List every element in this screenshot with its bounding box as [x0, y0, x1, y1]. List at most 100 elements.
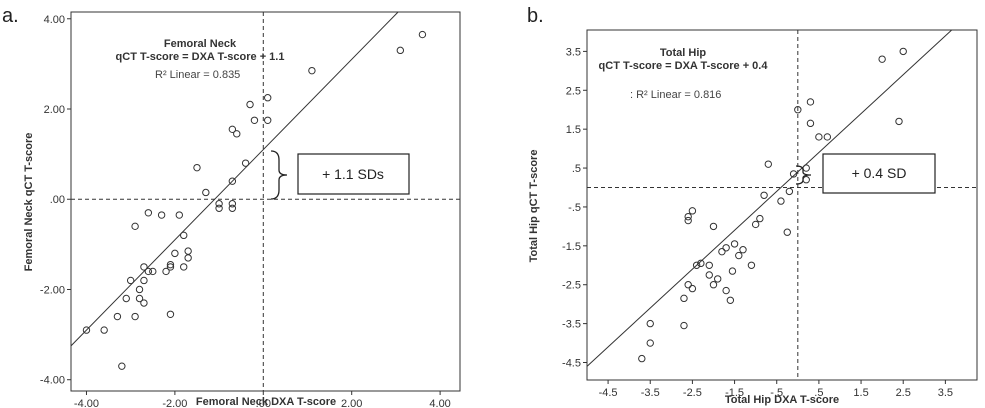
panel-b-annotation-equation: qCT T-score = DXA T-score + 0.4	[599, 60, 769, 72]
panel-b-data-point	[722, 286, 730, 295]
panel-b-fit-line	[586, 29, 953, 367]
panel-a-data-point	[202, 188, 210, 197]
panel-b-y-tick-label: 1.5	[566, 124, 581, 136]
panel-b-y-tick-label: -1.5	[562, 241, 581, 253]
panel-b-data-point	[878, 55, 886, 63]
panel-b-data-point	[709, 281, 718, 289]
panel-b-data-point	[899, 47, 907, 56]
panel-b-x-tick-label: 3.5	[938, 387, 953, 399]
panel-b-x-tick-label: -4.5	[599, 387, 618, 399]
panel-b-plot-area	[586, 29, 978, 381]
panel-b-points	[638, 47, 907, 363]
panel-b-x-axis-title: Total Hip DXA T-score	[725, 394, 839, 406]
panel-a-data-point	[126, 276, 135, 285]
panel-b-data-point	[688, 284, 697, 293]
panel-a-callout-brace	[270, 150, 288, 200]
panel-b-data-point	[638, 354, 646, 363]
panel-b-x-tick-label: .5	[814, 387, 823, 399]
panel-a-y-ticks: 4.00 2.00 .00 -2.00 -4.00	[40, 14, 71, 387]
panel-a-y-axis-title: Femoral Neck qCT T-score	[23, 133, 35, 272]
panel-a-callout-text: + 1.1 SDs	[322, 166, 384, 182]
panel-a-data-point	[396, 46, 405, 55]
panel-a-x-tick-label: -2.00	[162, 398, 187, 408]
panel-b-data-point	[739, 246, 747, 254]
panel-b-data-point	[823, 133, 832, 141]
panel-a-data-point	[113, 312, 122, 321]
panel-a-annotation-title: Femoral Neck	[164, 38, 237, 50]
panel-a-data-point	[135, 294, 144, 303]
panel-a-data-point	[264, 94, 272, 102]
panel-b-callout-text: + 0.4 SD	[852, 165, 907, 181]
panel-b-data-point	[684, 281, 692, 289]
panel-a-x-tick-label: 4.00	[429, 398, 450, 408]
panel-b-x-ticks: -4.5 -3.5 -2.5 -1.5 -.5 .5 1.5 2.5 3.5	[599, 380, 953, 399]
panel-a-annotation-equation: qCT T-score = DXA T-score + 1.1	[116, 51, 285, 63]
panel-a-y-tick-label: .00	[50, 194, 65, 206]
panel-a-y-tick-label: -2.00	[40, 284, 65, 296]
panel-b-data-point	[709, 222, 718, 231]
panel-a-data-point	[241, 159, 250, 167]
panel-b-y-axis-title: Total Hip qCT T-score	[528, 150, 540, 263]
panel-b-data-point	[714, 275, 722, 283]
panel-b-data-point	[680, 294, 688, 303]
panel-b-r2-label: : R² Linear = 0.816	[630, 89, 721, 101]
panel-a-data-point	[131, 312, 139, 321]
panel-a-data-point	[166, 263, 175, 271]
panel-b-x-tick-label: 1.5	[853, 387, 868, 399]
panel-b-data-point	[815, 133, 823, 141]
panel-a-data-point	[82, 326, 91, 334]
panel-b-data-point	[705, 261, 713, 269]
panel-b-y-tick-label: -4.5	[562, 358, 581, 370]
panel-a-x-tick-label: -4.00	[74, 398, 99, 408]
panel-a-data-point	[418, 30, 427, 39]
panel-b-y-tick-label: -3.5	[562, 319, 581, 331]
panel-a-data-point	[140, 276, 148, 285]
panel-a-label: a.	[2, 5, 19, 27]
panel-b-data-point	[777, 197, 785, 205]
panel-a-data-point	[131, 222, 139, 231]
panel-b-data-point	[646, 339, 654, 347]
panel-b-data-point	[705, 271, 713, 279]
panel-b-data-point	[794, 106, 802, 114]
panel-b-x-tick-label: 2.5	[896, 387, 911, 399]
panel-a-data-point	[215, 204, 223, 212]
panel-a-data-point	[135, 285, 144, 294]
panel-b-data-point	[783, 228, 791, 236]
panel-b-data-point	[684, 216, 692, 225]
panel-a-chart: a. -4.00 -2.00 .00 2.00 4.00 4.00 2.00 .00 -2.0…	[2, 5, 461, 408]
panel-a-x-tick-label: .00	[256, 398, 271, 408]
panel-b-data-point	[806, 119, 815, 128]
panel-a-data-point	[140, 263, 148, 271]
panel-b-y-ticks: 3.5 2.5 1.5 .5 -.5 -1.5 -2.5 -3.5 -4.5	[562, 46, 587, 370]
panel-b-y-tick-label: .5	[572, 163, 581, 175]
panel-b-data-point	[688, 207, 697, 215]
panel-a-data-point	[162, 267, 170, 276]
panel-a-y-tick-label: 4.00	[44, 14, 65, 26]
panel-a-data-point	[228, 177, 237, 185]
panel-a-data-point	[184, 254, 192, 262]
panel-a-data-point	[144, 209, 153, 217]
panel-b-y-tick-label: 3.5	[566, 46, 581, 58]
panel-a-data-point	[118, 362, 126, 370]
panel-b-data-point	[747, 261, 756, 269]
panel-b-label: b.	[527, 5, 544, 27]
panel-a-data-point	[175, 211, 184, 219]
panel-a-data-point	[228, 204, 237, 212]
panel-a-data-point	[228, 200, 237, 208]
panel-b-data-point	[764, 160, 772, 168]
panel-b-data-point	[789, 170, 798, 178]
panel-b-x-tick-label: -2.5	[683, 387, 702, 399]
panel-b-data-point	[756, 214, 764, 223]
panel-a-data-point	[246, 100, 254, 109]
panel-b-callout-box	[822, 153, 936, 194]
panel-b-data-point	[646, 319, 654, 328]
panel-a-data-point	[166, 260, 175, 269]
panel-b-y-tick-label: -.5	[568, 202, 581, 214]
panel-b-data-point	[726, 296, 735, 304]
panel-b-data-point	[760, 191, 768, 199]
panel-a-data-point	[171, 249, 179, 258]
panel-b-data-point	[751, 220, 760, 229]
panel-a-x-ticks: -4.00 -2.00 .00 2.00 4.00	[74, 391, 451, 408]
panel-a-data-point	[122, 294, 130, 303]
